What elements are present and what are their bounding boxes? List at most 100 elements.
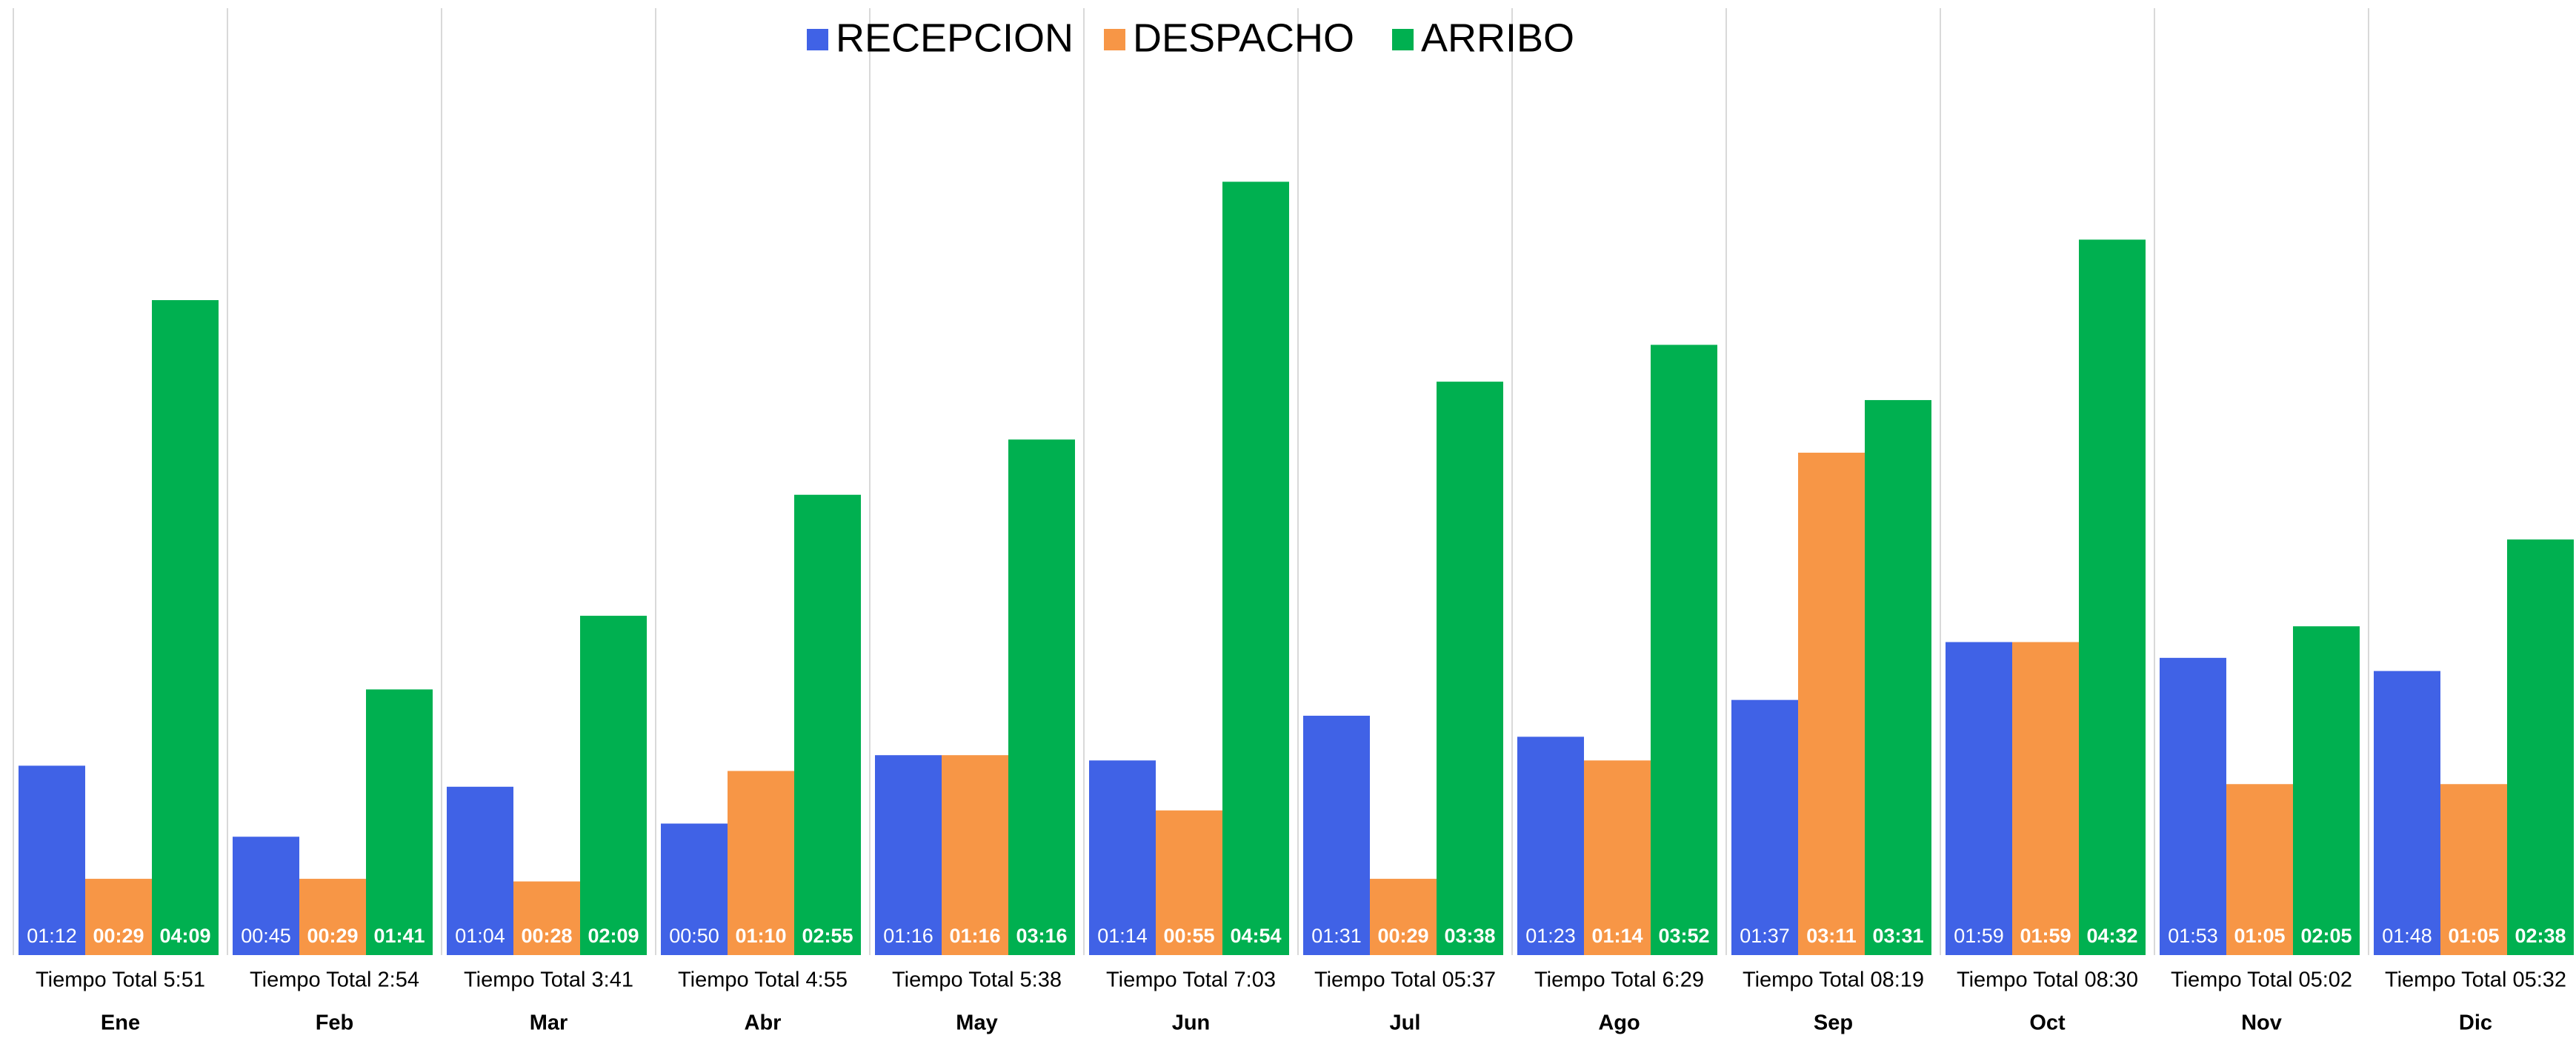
bar [447,786,513,955]
x-tick-label: May [956,1011,997,1035]
data-label: 01:05 [2234,925,2285,947]
bar [2293,626,2360,955]
bar [1156,810,1222,955]
legend-label: DESPACHO [1133,16,1354,60]
data-label: 03:52 [1658,925,1709,947]
data-label: 00:29 [93,925,144,947]
category-total: Tiempo Total 05:37 [1314,968,1496,992]
data-label: 01:23 [1525,925,1576,947]
bar [19,765,85,955]
bar [2012,642,2079,955]
bar [1008,439,1075,955]
x-tick-label: Abr [745,1011,782,1035]
legend-swatch [1104,29,1125,50]
bar [2507,539,2574,955]
category-total: Tiempo Total 7:03 [1106,968,1276,992]
data-label: 01:48 [2382,925,2432,947]
data-label: 01:59 [2020,925,2071,947]
data-label: 01:05 [2448,925,2499,947]
x-tick-label: Mar [530,1011,568,1035]
bar [2160,657,2226,955]
category-total: Tiempo Total 08:30 [1957,968,2138,992]
category-total: Tiempo Total 2:54 [250,968,419,992]
x-tick-label: Sep [1814,1011,1853,1035]
category-total: Tiempo Total 5:38 [892,968,1062,992]
data-label: 01:53 [2168,925,2218,947]
data-label: 04:09 [159,925,210,947]
x-tick-label: Oct [2029,1011,2066,1035]
bar [2440,784,2507,955]
x-tick-label: Jul [1390,1011,1421,1035]
data-label: 02:05 [2300,925,2352,947]
data-label: 01:14 [1097,925,1148,947]
data-label: 01:04 [455,925,505,947]
data-label: 03:11 [1806,925,1857,947]
bar [152,300,219,955]
bar [2374,671,2440,955]
bar [1584,760,1651,955]
x-tick-label: Feb [316,1011,354,1035]
legend-label: RECEPCION [836,16,1074,60]
bar [1089,760,1156,955]
data-label: 01:16 [883,925,933,947]
x-tick-label: Nov [2241,1011,2282,1035]
category-total: Tiempo Total 05:02 [2171,968,2352,992]
data-label: 03:38 [1444,925,1495,947]
data-label: 00:45 [241,925,291,947]
data-label: 02:09 [588,925,639,947]
data-label: 00:28 [521,925,572,947]
data-label: 04:54 [1230,925,1281,947]
bar [728,771,794,955]
bar [1651,345,1717,955]
data-label: 01:12 [27,925,77,947]
data-label: 03:16 [1016,925,1067,947]
category-total: Tiempo Total 4:55 [678,968,848,992]
bar [366,689,433,955]
bar [299,879,366,955]
x-tick-label: Dic [2459,1011,2492,1035]
bar [2079,239,2146,955]
bar [1303,715,1370,955]
data-label: 03:31 [1872,925,1923,947]
data-label: 02:38 [2515,925,2566,947]
bar [1865,399,1931,955]
bar [1222,182,1289,955]
data-label: 01:10 [735,925,786,947]
bar [1517,737,1584,955]
bar [875,755,942,955]
bar [661,823,728,955]
data-label: 01:37 [1740,925,1790,947]
bar [794,494,861,955]
data-label: 04:32 [2086,925,2137,947]
data-label: 00:55 [1163,925,1214,947]
category-total: Tiempo Total 3:41 [464,968,633,992]
data-label: 01:31 [1311,925,1362,947]
data-label: 02:55 [802,925,853,947]
data-label: 01:41 [373,925,425,947]
category-total: Tiempo Total 08:19 [1743,968,1924,992]
bar [85,879,152,955]
category-total: Tiempo Total 6:29 [1534,968,1704,992]
data-label: 00:29 [307,925,358,947]
bar [580,616,647,955]
x-tick-label: Ene [101,1011,140,1035]
data-label: 01:14 [1591,925,1643,947]
x-tick-label: Ago [1598,1011,1640,1035]
bar [1798,452,1865,955]
bar [1370,879,1437,955]
bar [513,881,580,955]
bar [1437,382,1503,955]
data-label: 01:16 [949,925,1000,947]
data-label: 00:50 [669,925,719,947]
legend-label: ARRIBO [1421,16,1574,60]
bar [1946,642,2012,955]
legend-swatch [807,29,828,50]
data-label: 00:29 [1377,925,1428,947]
bar [942,755,1008,955]
legend-swatch [1392,29,1414,50]
category-total: Tiempo Total 05:32 [2385,968,2566,992]
bar [1731,699,1798,955]
bar [233,837,299,955]
category-total: Tiempo Total 5:51 [36,968,205,992]
